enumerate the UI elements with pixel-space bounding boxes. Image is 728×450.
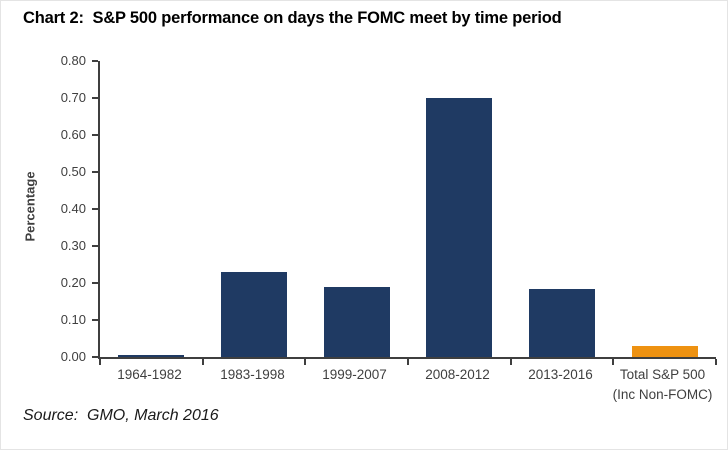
x-axis-category-label: 2013-2016 (528, 367, 593, 382)
bar-total-s-p-500 (632, 346, 698, 357)
bar-1964-1982 (118, 355, 184, 357)
y-axis-tick-label: 0.70 (60, 90, 86, 105)
x-axis-tick (715, 359, 717, 365)
y-axis-tick (92, 60, 98, 62)
y-axis-tick (92, 356, 98, 358)
x-axis-category-label: 2008-2012 (425, 367, 490, 382)
y-axis-tick (92, 245, 98, 247)
y-axis-tick-label: 0.60 (60, 127, 86, 142)
source-note: Source: GMO, March 2016 (23, 407, 219, 424)
y-axis-tick (92, 134, 98, 136)
y-axis-tick-label: 0.50 (60, 164, 86, 179)
x-axis-tick (407, 359, 409, 365)
y-axis-tick-label: 0.30 (60, 238, 86, 253)
y-axis-tick (92, 208, 98, 210)
y-axis-tick (92, 97, 98, 99)
x-axis-category-label: 1964-1982 (117, 367, 182, 382)
bar-2013-2016 (529, 289, 595, 357)
bar-1983-1998 (221, 272, 287, 357)
x-axis-tick (509, 359, 512, 365)
y-axis-tick (92, 171, 98, 173)
x-axis-category-label: 1999-2007 (322, 367, 387, 382)
y-axis-title: Percentage (22, 171, 38, 242)
x-axis-category-label: 1983-1998 (220, 367, 285, 382)
y-axis-tick-label: 0.80 (60, 53, 86, 68)
y-axis-tick-label: 0.40 (60, 201, 86, 216)
bar-2008-2012 (426, 98, 492, 357)
bar-1999-2007 (324, 287, 390, 357)
y-axis-tick (92, 319, 98, 321)
y-axis-tick-label: 0.20 (60, 275, 86, 290)
chart-title: Chart 2: S&P 500 performance on days the… (23, 9, 562, 27)
x-axis-tick (99, 359, 101, 365)
x-axis-tick (612, 359, 615, 365)
y-axis-tick (92, 282, 98, 284)
x-axis-tick (201, 359, 204, 365)
y-axis-tick-label: 0.00 (60, 349, 86, 364)
x-axis-tick (304, 359, 307, 365)
y-axis-tick-label: 0.10 (60, 312, 86, 327)
plot-area (92, 60, 717, 365)
x-axis-category-label: Total S&P 500 (Inc Non-FOMC) (612, 367, 713, 402)
